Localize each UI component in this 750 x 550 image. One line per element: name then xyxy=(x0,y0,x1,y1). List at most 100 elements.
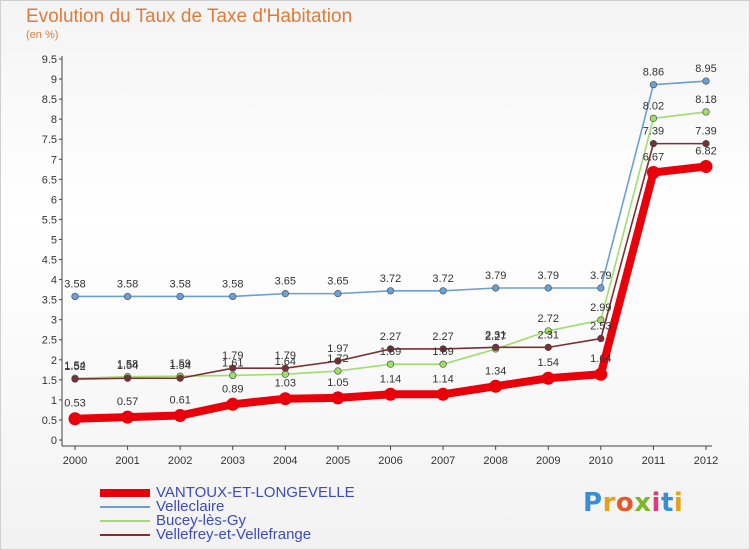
data-point xyxy=(436,387,450,401)
y-tick-label: 4.5 xyxy=(42,255,57,267)
data-label: 3.72 xyxy=(432,273,453,285)
data-point xyxy=(594,367,608,381)
x-tick-label: 2003 xyxy=(221,455,245,467)
x-tick-label: 2011 xyxy=(642,455,666,467)
data-label: 8.02 xyxy=(643,100,664,112)
data-label: 1.52 xyxy=(64,361,85,373)
data-label: 3.58 xyxy=(117,278,138,290)
data-point xyxy=(229,364,237,372)
data-point xyxy=(489,379,503,393)
data-label: 1.34 xyxy=(485,365,506,377)
data-label: 0.89 xyxy=(222,383,243,395)
data-point xyxy=(702,108,710,116)
y-tick-label: 6 xyxy=(51,194,57,206)
x-tick-label: 2010 xyxy=(589,455,613,467)
logo-letter: x xyxy=(634,488,652,518)
data-label: 3.58 xyxy=(64,278,85,290)
data-label: 2.31 xyxy=(485,329,506,341)
legend-swatch-velleclaire xyxy=(100,506,150,508)
data-point xyxy=(597,284,605,292)
data-label: 2.27 xyxy=(380,331,401,343)
data-point xyxy=(281,364,289,372)
data-label: 1.59 xyxy=(169,358,190,370)
data-label: 2.31 xyxy=(538,329,559,341)
data-point xyxy=(439,360,447,368)
data-label: 2.27 xyxy=(485,331,506,343)
data-label: 1.03 xyxy=(275,378,296,390)
data-point xyxy=(492,284,500,292)
x-tick-label: 2012 xyxy=(694,455,718,467)
legend-item-vellefrey: Vellefrey-et-Vellefrange xyxy=(100,527,355,542)
y-tick-label: 2 xyxy=(51,355,57,367)
data-label: 1.97 xyxy=(327,343,348,355)
data-label: 7.39 xyxy=(643,126,664,138)
legend-label-vantoux: VANTOUX-ET-LONGEVELLE xyxy=(156,484,355,501)
data-label: 3.58 xyxy=(222,278,243,290)
data-point xyxy=(176,292,184,301)
data-label: 3.79 xyxy=(485,270,506,282)
logo-letter: t xyxy=(660,488,674,518)
legend-label-velleclaire: Velleclaire xyxy=(156,498,225,515)
data-point xyxy=(699,159,713,173)
logo-letter: o xyxy=(615,488,635,518)
legend-item-bucey: Bucey-lès-Gy xyxy=(100,512,355,529)
data-label: 7.39 xyxy=(695,126,716,138)
legend-swatch-vantoux xyxy=(100,489,150,497)
data-label: 3.79 xyxy=(590,270,611,282)
data-label: 1.89 xyxy=(432,346,453,358)
data-label: 8.95 xyxy=(695,63,716,75)
y-tick-label: 9.5 xyxy=(42,54,57,66)
y-tick-label: 7.5 xyxy=(42,134,57,146)
logo-letter: r xyxy=(602,488,616,518)
data-point xyxy=(702,140,710,148)
data-point xyxy=(597,316,605,324)
data-label: 8.18 xyxy=(695,94,716,106)
data-point xyxy=(173,409,187,423)
data-point xyxy=(229,292,237,301)
legend-label-bucey: Bucey-lès-Gy xyxy=(156,512,247,529)
data-label: 6.82 xyxy=(695,145,716,157)
data-label: 0.57 xyxy=(117,396,138,408)
data-label: 1.54 xyxy=(117,360,138,372)
y-tick-label: 3 xyxy=(51,315,57,327)
data-label: 6.67 xyxy=(643,151,664,163)
logo-letter: i xyxy=(651,488,661,518)
data-point xyxy=(597,334,605,343)
data-label: 3.72 xyxy=(380,273,401,285)
y-tick-label: 8.5 xyxy=(42,94,57,106)
data-label: 2.53 xyxy=(590,321,611,333)
data-point xyxy=(334,357,342,365)
y-tick-label: 9 xyxy=(51,74,57,86)
data-point xyxy=(649,114,658,122)
data-point xyxy=(386,345,395,353)
y-tick-label: 8 xyxy=(51,114,57,126)
data-label: 0.53 xyxy=(64,398,85,410)
legend: VANTOUX-ET-LONGEVELLE Velleclaire Bucey-… xyxy=(100,484,355,542)
x-tick-label: 2007 xyxy=(431,455,455,467)
data-label: 1.79 xyxy=(275,350,296,362)
data-label: 1.14 xyxy=(380,373,401,385)
data-point xyxy=(226,397,240,411)
chart-subtitle: (en %) xyxy=(26,29,59,41)
data-point xyxy=(544,343,552,351)
data-label: 1.72 xyxy=(327,353,348,365)
y-tick-label: 5 xyxy=(51,234,57,246)
data-point xyxy=(702,77,710,85)
data-point xyxy=(71,292,79,301)
data-label: 2.27 xyxy=(432,331,453,343)
data-label: 1.79 xyxy=(222,350,243,362)
data-point xyxy=(646,165,660,179)
data-label: 1.64 xyxy=(275,356,296,368)
data-label: 8.86 xyxy=(643,67,664,79)
data-point xyxy=(281,370,289,378)
y-tick-label: 5.5 xyxy=(42,214,57,226)
x-tick-label: 2001 xyxy=(115,455,139,467)
data-point xyxy=(384,387,397,401)
data-label: 2.72 xyxy=(538,313,559,325)
x-tick-label: 2002 xyxy=(168,455,192,467)
data-point xyxy=(68,412,82,426)
data-point xyxy=(492,343,500,351)
proxiti-logo: Proxiti xyxy=(583,488,683,518)
data-label: 3.65 xyxy=(327,276,348,288)
data-point xyxy=(331,391,345,405)
